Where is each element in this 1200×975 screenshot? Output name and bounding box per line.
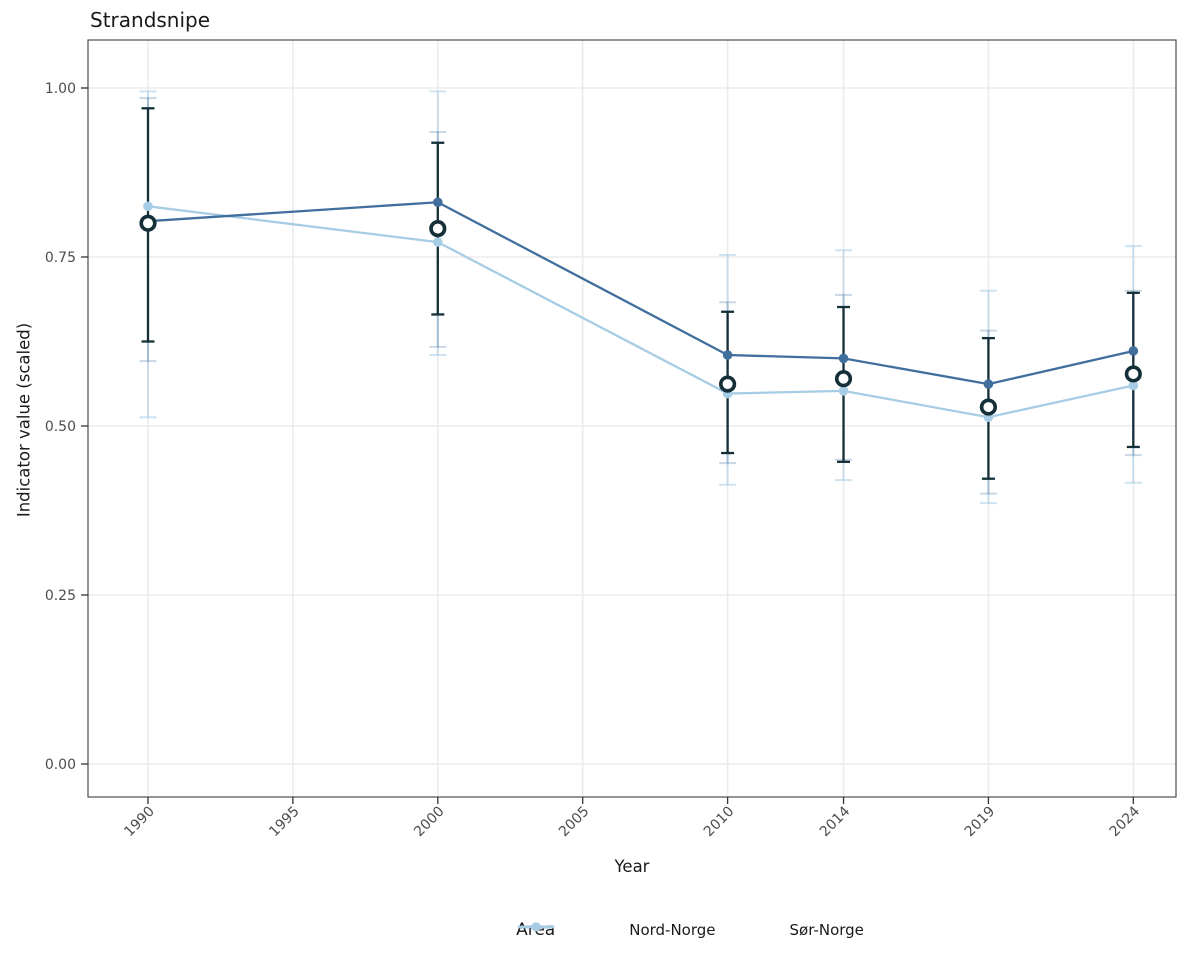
y-tick-label: 0.25 <box>45 588 76 604</box>
x-tick-label: 2014 <box>817 803 854 840</box>
panel-border <box>87 39 1177 798</box>
legend-label-nord-norge: Nord-Norge <box>629 921 716 939</box>
sor-norge-line <box>147 205 1134 419</box>
sor-norge-line-swatch-icon <box>518 922 782 937</box>
x-tick-label: 2000 <box>411 804 448 841</box>
panel-background <box>88 40 1176 797</box>
x-axis-title: Year <box>614 857 650 876</box>
y-tick-label: 0.50 <box>45 419 76 435</box>
nord-norge-line <box>147 201 1134 386</box>
y-tick-label: 0.00 <box>45 757 76 773</box>
x-tick-label: 1990 <box>121 804 158 841</box>
open-circle-marker <box>718 375 737 393</box>
sor-norge-data-point <box>433 237 443 247</box>
sor-norge-data-point <box>838 386 849 396</box>
legend-label-sor-norge: Sør-Norge <box>789 921 864 939</box>
y-axis-title: Indicator value (scaled) <box>14 322 34 518</box>
open-circle-marker <box>139 214 157 232</box>
open-circle-marker <box>834 370 853 388</box>
nord-norge-data-point <box>983 379 994 389</box>
nord-norge-data-point <box>722 350 733 360</box>
legend: Area Nord-Norge Sør-Norge <box>516 920 864 940</box>
sor-norge-data-point <box>1128 380 1139 391</box>
nord-norge-line-swatch-icon <box>518 922 621 937</box>
y-tick-label: 1.00 <box>45 81 76 97</box>
legend-item-nord-norge: Nord-Norge <box>518 921 716 939</box>
y-tick-label: 0.75 <box>45 250 76 266</box>
legend-item-sor-norge: Sør-Norge <box>518 921 864 939</box>
nord-norge-data-point <box>1128 346 1139 356</box>
x-tick-label: 2019 <box>962 804 999 841</box>
open-circle-marker <box>429 220 447 238</box>
open-circle-marker <box>1124 365 1142 383</box>
x-tick-label: 1995 <box>266 804 303 841</box>
sor-norge-data-point <box>143 201 153 212</box>
open-circle-marker <box>979 398 998 416</box>
chart-title: Strandsnipe <box>90 8 211 32</box>
x-tick-label: 2024 <box>1107 803 1144 840</box>
x-tick-label: 2005 <box>556 804 593 841</box>
nord-norge-data-point <box>433 197 443 208</box>
x-tick-label: 2010 <box>701 804 738 841</box>
nord-norge-data-point <box>838 353 849 364</box>
